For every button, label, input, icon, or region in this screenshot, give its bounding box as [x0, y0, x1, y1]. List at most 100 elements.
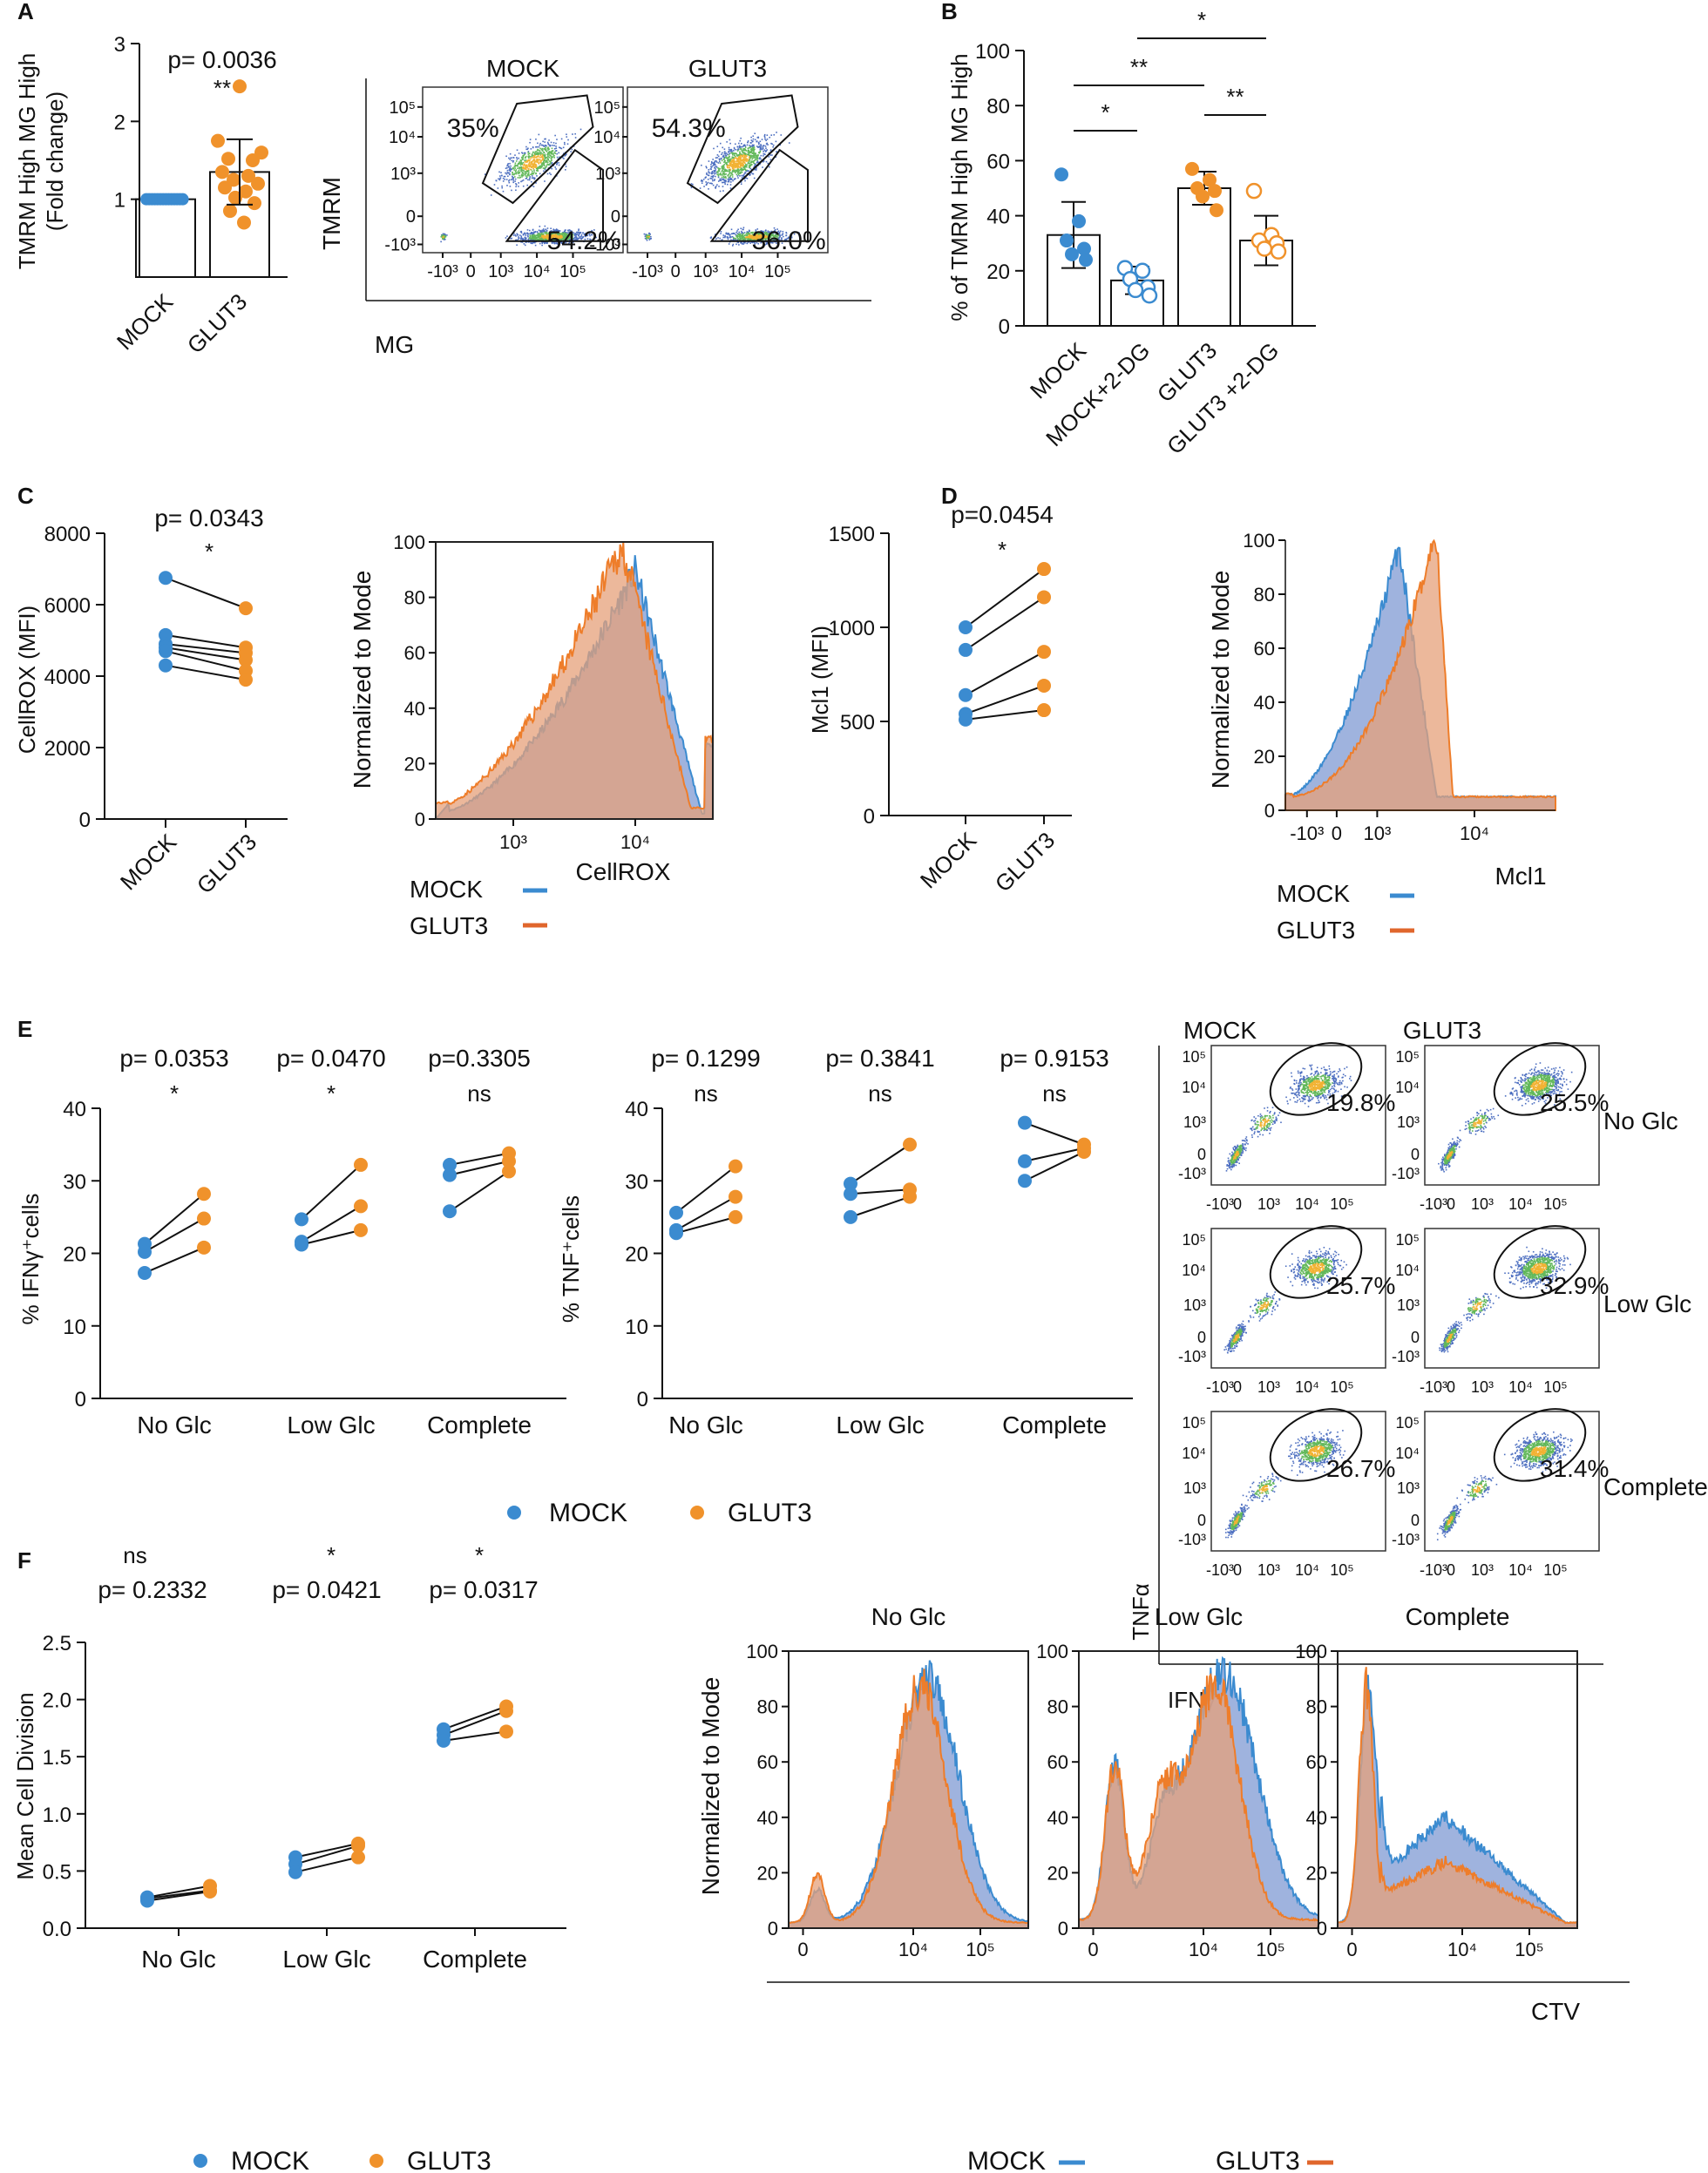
- E-tnf-point-mock: [1018, 1174, 1032, 1188]
- C-point-glut3: [239, 673, 253, 687]
- F-hist-title: Low Glc: [1155, 1603, 1243, 1630]
- A-flow-y-tick-label: -10³: [384, 236, 416, 255]
- E-flow-y-tick-label: 0: [1197, 1329, 1206, 1346]
- E-flow-y-tick-label: 10⁵: [1396, 1414, 1420, 1432]
- E-flow-y-tick-label: 10³: [1397, 1296, 1420, 1314]
- panel-label-F: F: [17, 1547, 31, 1574]
- B-x-tick-label: GLUT3 +2-DG: [1162, 337, 1284, 459]
- E-ifng-y-label: % IFNγ⁺cells: [17, 1194, 44, 1325]
- D-hist-y-tick-label: 40: [1254, 692, 1275, 714]
- E-flow-x-tick-label: 0: [1233, 1195, 1242, 1213]
- A-flow-y-tick-label: 10⁴: [593, 128, 620, 147]
- E-flow-x-tick-label: -10³: [1420, 1561, 1447, 1579]
- C-point-glut3: [239, 653, 253, 667]
- C-pvalue: p= 0.0343: [154, 504, 263, 531]
- B-point: [1054, 167, 1068, 182]
- A-point-glut3: [237, 215, 251, 230]
- D-x-tick-label: GLUT3: [990, 827, 1060, 897]
- B-point: [1256, 240, 1273, 257]
- E-flow-x-tick-label: 10³: [1257, 1561, 1280, 1579]
- B-y-tick-label: 80: [986, 95, 1010, 118]
- A-flow-x-tick-label: -10³: [427, 262, 458, 281]
- F-hist-y-tick-label: 80: [1047, 1696, 1068, 1718]
- E-flow-gate: [1493, 1042, 1587, 1116]
- D-hist-y-tick-label: 0: [1264, 800, 1275, 822]
- D-pair-line: [965, 568, 1045, 628]
- E-flow-x-tick-label: 10⁵: [1330, 1195, 1353, 1213]
- F-hist-legend-mock: MOCK: [967, 2147, 1046, 2173]
- E-flow-row-label: No Glc: [1603, 1107, 1678, 1134]
- E-flow-pct: 31.4%: [1540, 1455, 1609, 1482]
- C-legend-mock: MOCK: [410, 876, 483, 903]
- D-x-tick-label: MOCK: [915, 827, 982, 894]
- C-legend-glut3: GLUT3: [410, 912, 488, 939]
- F-hist-y-tick-label: 40: [1047, 1807, 1068, 1829]
- C-hist-y-tick-label: 100: [393, 531, 425, 553]
- E-flow-0-0-events: [1225, 1064, 1352, 1172]
- E-ifng-pair-line: [301, 1205, 362, 1243]
- A-flow-y-tick-label: 10³: [595, 165, 620, 184]
- E-legend-mock: MOCK: [549, 1499, 627, 1527]
- E-tnf-significance: ns: [694, 1080, 717, 1107]
- A-point-glut3: [211, 133, 225, 148]
- A-flow-x-tick-label: 10³: [488, 262, 513, 281]
- D-y-tick-label: 1000: [829, 617, 875, 640]
- F-pair-line: [295, 1842, 359, 1858]
- A-point-mock: [176, 193, 189, 206]
- E-tnf-pvalue: p= 0.1299: [651, 1045, 760, 1072]
- F-hist-x-tick-label: 10⁴: [1447, 1939, 1477, 1960]
- E-ifng-pair-line: [449, 1170, 510, 1213]
- A-point-glut3: [223, 204, 237, 219]
- E-flow-x-tick-label: 10⁵: [1543, 1195, 1567, 1213]
- D-point-glut3: [1037, 645, 1051, 660]
- E-flow-gate: [1493, 1408, 1587, 1482]
- C-pair-line: [165, 633, 247, 649]
- F-hist-x-tick-label: 0: [797, 1939, 808, 1960]
- E-flow-x-tick-label: 10⁴: [1295, 1378, 1319, 1396]
- B-point: [1185, 161, 1199, 176]
- F-hist-x-tick-label: 10⁵: [1515, 1939, 1544, 1960]
- A-flow-title: MOCK: [486, 55, 559, 82]
- E-flow-gate: [1269, 1408, 1363, 1482]
- F-hist-y-tick-label: 100: [1036, 1641, 1068, 1662]
- E-flow-2-1-events: [1436, 1431, 1573, 1540]
- E-tnf-point-glut3: [729, 1209, 742, 1224]
- C-y-tick-label: 8000: [44, 523, 91, 546]
- C-y-tick-label: 2000: [44, 737, 91, 761]
- D-pair-line: [965, 709, 1045, 721]
- E-ifng-pair-line: [144, 1217, 205, 1253]
- E-flow-pct: 25.5%: [1540, 1089, 1609, 1116]
- E-tnf-point-mock: [1018, 1115, 1032, 1130]
- E-flow-gate: [1269, 1225, 1363, 1299]
- B-point: [1077, 241, 1091, 256]
- E-flow-y-tick-label: -10³: [1392, 1348, 1420, 1365]
- E-flow-1-1-events: [1439, 1246, 1571, 1353]
- E-flow-x-tick-label: 10⁵: [1543, 1561, 1567, 1579]
- E-flow-x-tick-label: 10⁵: [1330, 1378, 1353, 1396]
- C-hist-plot: [433, 541, 714, 820]
- D-point-mock: [959, 620, 973, 634]
- E-flow-x-tick-label: -10³: [1420, 1378, 1447, 1396]
- F-pair-line: [295, 1856, 359, 1873]
- A-y-label: (Fold change): [42, 91, 68, 231]
- F-hist-y-tick-label: 60: [1306, 1751, 1327, 1773]
- E-ifng-pair-line: [144, 1193, 205, 1245]
- B-y-tick-label: 40: [986, 206, 1010, 229]
- A-flow-x-label: MG: [375, 331, 414, 358]
- E-flow-x-tick-label: 10⁴: [1508, 1378, 1533, 1396]
- E-tnf-point-glut3: [729, 1159, 742, 1174]
- A-bar-MOCK: [135, 198, 196, 279]
- E-tnf-pair-line: [675, 1215, 736, 1235]
- E-ifng-pair-line: [301, 1164, 362, 1221]
- E-flow-y-tick-label: 10⁵: [1183, 1048, 1206, 1066]
- F-legend-glut3-dot: [369, 2154, 383, 2168]
- C-hist-y-tick-label: 40: [404, 698, 425, 720]
- A-flow-x-tick-label: -10³: [632, 262, 663, 281]
- E-ifng-x-tick-label: No Glc: [137, 1411, 212, 1439]
- D-hist-x-tick-label: 10⁴: [1460, 822, 1489, 844]
- E-flow-y-tick-label: 10⁵: [1183, 1414, 1206, 1432]
- B-y-tick-label: 100: [975, 40, 1010, 64]
- B-point: [1072, 213, 1086, 228]
- panel-label-B: B: [941, 0, 958, 24]
- E-tnf-pvalue: p= 0.3841: [825, 1045, 934, 1072]
